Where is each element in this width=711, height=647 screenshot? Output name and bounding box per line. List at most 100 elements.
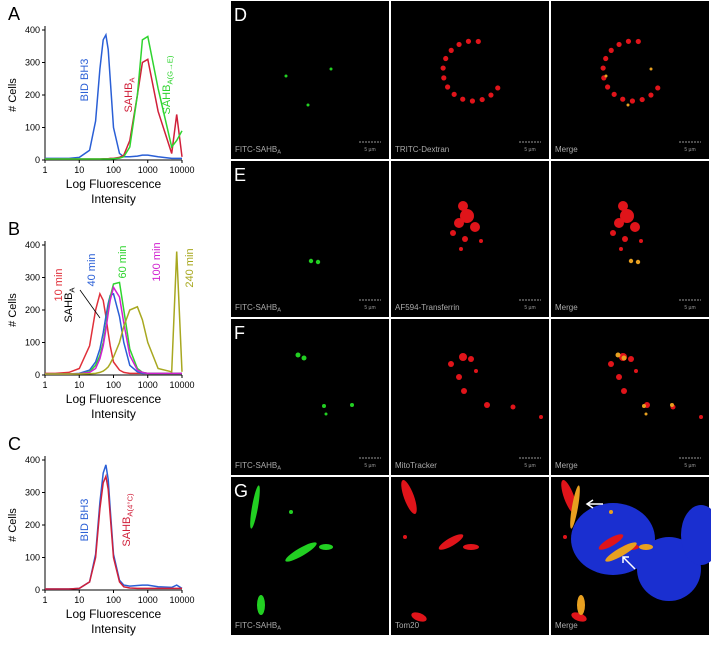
- cell-signal: [441, 75, 447, 81]
- cell-signal: [644, 412, 648, 416]
- panel-label: G: [234, 481, 248, 501]
- cell-signal: [463, 544, 479, 550]
- scale-bar-label: 5 µm: [364, 305, 375, 311]
- annotation-sub: A: [67, 287, 76, 293]
- cell-signal: [598, 534, 624, 550]
- cell-signal: [616, 374, 622, 380]
- cell-signal: [401, 479, 417, 515]
- cell-signal: [625, 38, 632, 44]
- cell-signal: [610, 230, 616, 236]
- cell-signal: [611, 91, 617, 97]
- cell-signal: [257, 595, 265, 615]
- micrograph: Merge 5 µm: [551, 1, 709, 159]
- cell-signal: [699, 415, 703, 419]
- cell-signal: [621, 388, 627, 394]
- scale-bar-label: 5 µm: [524, 463, 535, 469]
- micrograph-background: [391, 1, 549, 159]
- caption-main: Merge: [555, 461, 578, 470]
- x-axis-label: Intensity: [91, 407, 136, 421]
- cell-signal: [620, 96, 626, 102]
- caption-main: MitoTracker: [395, 461, 437, 470]
- micrograph-caption: FITC-SAHBA: [235, 461, 281, 472]
- caption-main: AF594-Transferrin: [395, 303, 460, 312]
- panel-label: E: [234, 165, 246, 185]
- annotation: SAHBA: [63, 287, 76, 323]
- scale-bar-label: 5 µm: [364, 147, 375, 153]
- x-tick-label: 10: [74, 165, 84, 175]
- x-axis-label: Intensity: [91, 192, 136, 206]
- cell-signal: [539, 415, 543, 419]
- series-label: 60 min: [117, 245, 129, 278]
- micrograph-background: [231, 319, 389, 475]
- scale-bar-label: 5 µm: [364, 463, 375, 469]
- series-line: [45, 473, 182, 590]
- caption-main: FITC-SAHB: [235, 621, 277, 630]
- micrograph-background: [231, 1, 389, 159]
- y-tick-label: 200: [25, 90, 40, 100]
- series-line: [45, 251, 183, 375]
- caption-sub: A: [277, 150, 281, 156]
- x-tick-label: 1: [42, 380, 47, 390]
- series-label: BID BH3: [79, 499, 91, 542]
- y-tick-label: 400: [25, 240, 40, 250]
- series-label: SAHBA(G→E): [161, 55, 174, 114]
- micrograph-background: [231, 161, 389, 317]
- cell-signal: [460, 209, 474, 223]
- arrow: [585, 499, 603, 509]
- cell-signal: [670, 403, 674, 407]
- caption-main: TRITC-Dextran: [395, 145, 449, 154]
- cell-signal: [608, 47, 614, 53]
- series-label-sub: A: [127, 77, 136, 83]
- cell-signal: [635, 259, 641, 265]
- series-label: 100 min: [151, 242, 163, 281]
- cell-signal: [604, 74, 608, 78]
- y-tick-label: 400: [25, 455, 40, 465]
- y-tick-label: 300: [25, 58, 40, 68]
- y-tick-label: 200: [25, 520, 40, 530]
- cell-signal: [608, 361, 614, 367]
- y-tick-label: 300: [25, 488, 40, 498]
- annotation-pointer: [79, 289, 101, 319]
- cell-signal: [454, 218, 464, 228]
- cell-signal: [609, 510, 613, 514]
- cell-signal: [616, 41, 622, 48]
- cell-signal: [451, 91, 457, 97]
- cell-signal: [619, 247, 623, 251]
- cell-signal: [284, 74, 288, 78]
- cell-signal: [563, 535, 567, 539]
- x-axis-label: Log Fluorescence: [66, 177, 162, 191]
- cell-signal: [475, 38, 481, 45]
- cell-signal: [465, 38, 472, 44]
- scale-bar-label: 5 µm: [684, 463, 695, 469]
- cell-signal: [315, 259, 321, 265]
- micrograph: TRITC-Dextran 5 µm: [391, 1, 549, 159]
- cell-signal: [322, 404, 326, 408]
- x-tick-label: 1000: [138, 595, 158, 605]
- micrograph-background: [551, 161, 709, 317]
- y-axis-label: # Cells: [7, 78, 19, 112]
- cell-signal: [324, 412, 328, 416]
- cell-signal: [622, 236, 628, 242]
- cell-signal: [440, 65, 446, 71]
- scale-bar-label: 5 µm: [524, 305, 535, 311]
- cell-signal: [468, 356, 474, 362]
- scale-bar-label: 5 µm: [684, 147, 695, 153]
- x-tick-label: 1000: [138, 380, 158, 390]
- cell-signal: [649, 67, 653, 71]
- cell-signal: [620, 209, 634, 223]
- y-tick-label: 100: [25, 123, 40, 133]
- caption-main: Merge: [555, 303, 578, 312]
- cell-signal: [639, 544, 653, 550]
- panel-label: F: [234, 323, 245, 343]
- micrograph: MitoTracker 5 µm: [391, 319, 549, 475]
- series-label: SAHBA(4°C): [121, 493, 134, 547]
- cell-signal: [474, 369, 478, 373]
- micrograph-caption: Tom20: [395, 621, 420, 630]
- series-label-sub: A(G→E): [165, 55, 174, 84]
- arrow: [622, 556, 636, 570]
- x-tick-label: 100: [106, 380, 121, 390]
- caption-main: FITC-SAHB: [235, 145, 277, 154]
- caption-main: Merge: [555, 145, 578, 154]
- series-label-main: SAHB: [161, 85, 173, 115]
